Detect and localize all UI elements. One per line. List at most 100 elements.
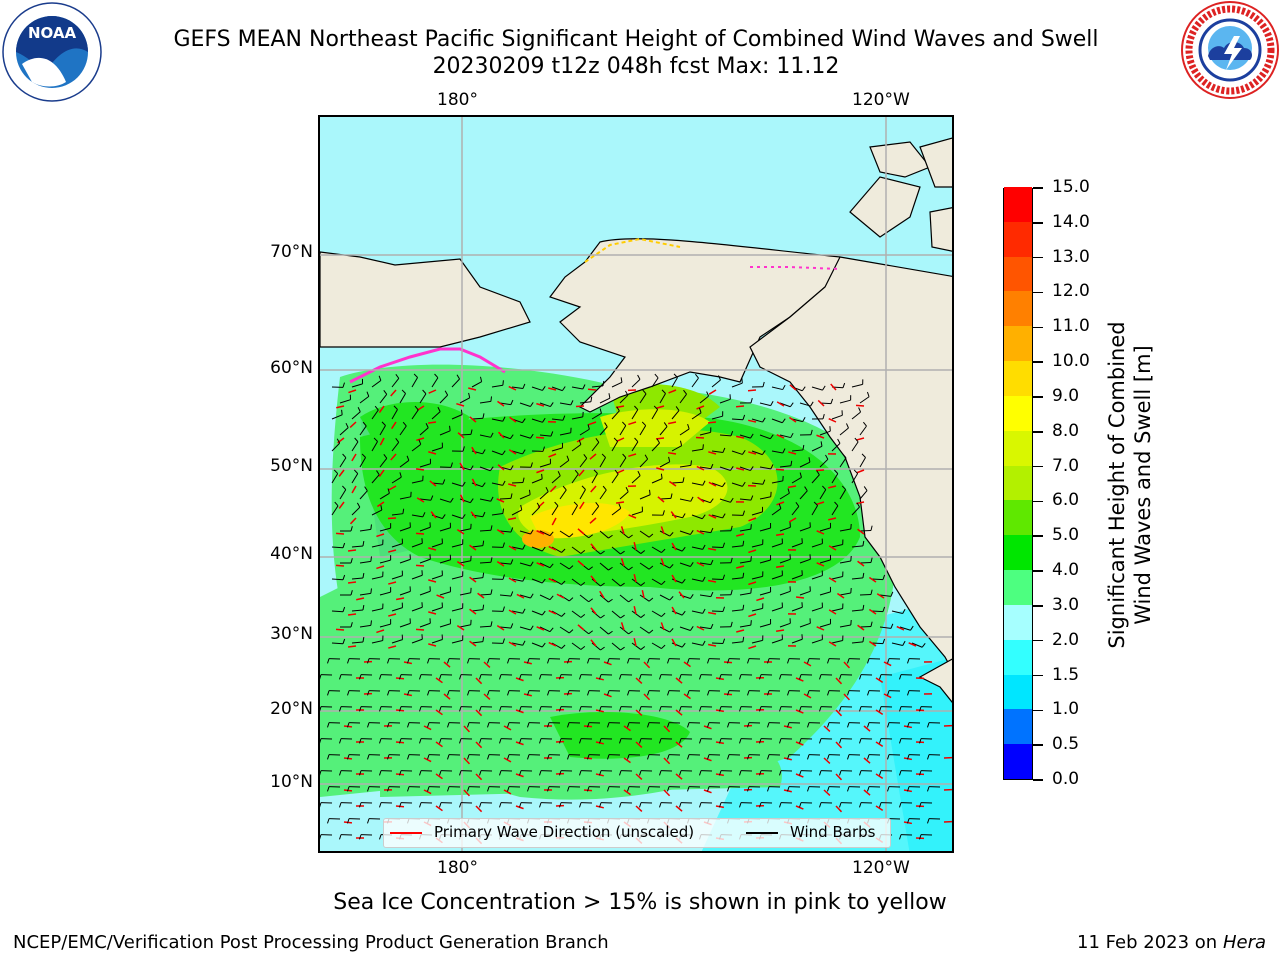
wind-barb-feather: [719, 738, 722, 744]
wave-direction-arrow: [589, 453, 597, 460]
wave-direction-arrow: [707, 421, 717, 424]
wave-direction-arrow: [857, 624, 865, 631]
wind-barb: [711, 482, 723, 488]
wind-barb: [659, 497, 672, 500]
wind-barb: [599, 397, 611, 404]
wave-direction-arrow: [875, 773, 884, 779]
wind-barb-feather: [767, 722, 770, 728]
wind-barb: [419, 393, 427, 404]
wind-barb-feather: [647, 722, 650, 728]
wind-barb: [451, 639, 463, 644]
wind-barb-feather: [747, 754, 750, 760]
wind-barb-feather: [787, 658, 790, 664]
wind-barb-feather: [320, 706, 322, 712]
wind-barb: [659, 461, 670, 468]
wind-barb: [411, 377, 419, 388]
wind-barb: [771, 450, 783, 454]
wind-barb: [691, 610, 703, 614]
wind-barb: [391, 378, 400, 388]
wave-direction-arrow: [347, 581, 357, 584]
wind-barb-feather: [581, 485, 586, 490]
wind-barb-feather: [707, 690, 710, 696]
wind-barb: [639, 594, 650, 602]
wind-barb: [779, 558, 791, 564]
wind-barb-feather: [434, 373, 439, 379]
wind-barb-feather: [367, 658, 370, 664]
wave-direction-arrow: [748, 549, 757, 554]
wind-barb-feather: [587, 754, 590, 760]
wind-barb-feather: [502, 638, 505, 644]
wind-barb-feather: [467, 658, 470, 664]
wind-barb: [491, 450, 503, 456]
wave-direction-arrow: [496, 561, 505, 567]
wave-direction-arrow: [756, 597, 765, 602]
wind-barb-feather: [742, 540, 745, 546]
wind-barb-feather: [530, 593, 534, 599]
wave-direction-arrow: [415, 564, 425, 567]
wave-height-map: [320, 117, 952, 851]
wave-direction-arrow: [347, 549, 357, 552]
wind-barb: [619, 594, 629, 603]
wind-barb: [739, 528, 751, 532]
wave-direction-arrow: [828, 641, 837, 647]
wind-barb: [679, 393, 687, 404]
wave-direction-arrow: [416, 497, 425, 503]
wind-barb: [559, 402, 571, 406]
wave-direction-arrow: [683, 693, 691, 700]
wind-barb-feather: [782, 384, 786, 390]
wind-barb: [699, 530, 711, 534]
wind-barb: [671, 546, 683, 552]
wind-barb: [591, 385, 603, 388]
wind-barb-feather: [858, 407, 862, 413]
wave-direction-arrow: [509, 416, 517, 423]
wave-direction-arrow: [429, 480, 437, 487]
wind-barb-feather: [462, 446, 465, 452]
wind-barb-feather: [663, 422, 668, 427]
wind-barb-feather: [479, 674, 482, 680]
wind-barb: [651, 478, 663, 484]
wave-direction-arrow: [747, 389, 757, 392]
wind-barb: [531, 546, 543, 552]
wind-barb-feather: [679, 674, 682, 680]
wind-barb-feather: [804, 486, 808, 492]
wind-barb-feather: [530, 561, 534, 567]
wind-barb-feather: [561, 644, 566, 649]
wind-barb: [631, 511, 643, 516]
wind-barb-feather: [367, 722, 370, 728]
wind-barb: [631, 642, 642, 650]
wind-barb: [391, 543, 403, 548]
wind-barb-feather: [347, 722, 350, 728]
colorbar-tick-label: 1.5: [1052, 664, 1080, 685]
wind-barb-feather: [699, 802, 702, 808]
wind-barb-feather: [407, 658, 410, 664]
colorbar-tick-label: 12.0: [1052, 281, 1090, 302]
wave-direction-arrow: [469, 608, 477, 615]
wind-barb: [539, 530, 551, 537]
wind-barb-feather: [327, 818, 330, 824]
wind-barb-feather: [807, 754, 810, 760]
wind-barb: [679, 464, 691, 468]
wave-direction-arrow: [667, 451, 677, 455]
wind-barb-feather: [859, 706, 862, 712]
wave-direction-arrow: [335, 564, 345, 567]
wind-barb-feather: [927, 786, 930, 792]
wind-barb-feather: [373, 437, 378, 442]
wave-direction-arrow: [548, 577, 557, 583]
wind-barb-feather: [863, 486, 868, 491]
wind-barb-feather: [759, 738, 762, 744]
wind-barb-feather: [334, 501, 339, 507]
wave-direction-arrow: [508, 545, 517, 551]
wave-direction-arrow: [463, 757, 471, 765]
wind-barb: [411, 409, 419, 420]
wind-barb-feather: [620, 377, 623, 383]
wind-barb-feather: [762, 417, 766, 423]
wind-barb: [571, 444, 582, 452]
wind-barb-feather: [587, 424, 590, 430]
wave-direction-arrow: [668, 421, 677, 425]
wind-barb-feather: [790, 432, 794, 438]
wave-direction-arrow: [620, 526, 625, 535]
wind-barb-feather: [600, 614, 605, 619]
wind-barb: [831, 543, 843, 548]
wave-direction-arrow: [823, 757, 831, 764]
wind-barb: [691, 377, 699, 388]
